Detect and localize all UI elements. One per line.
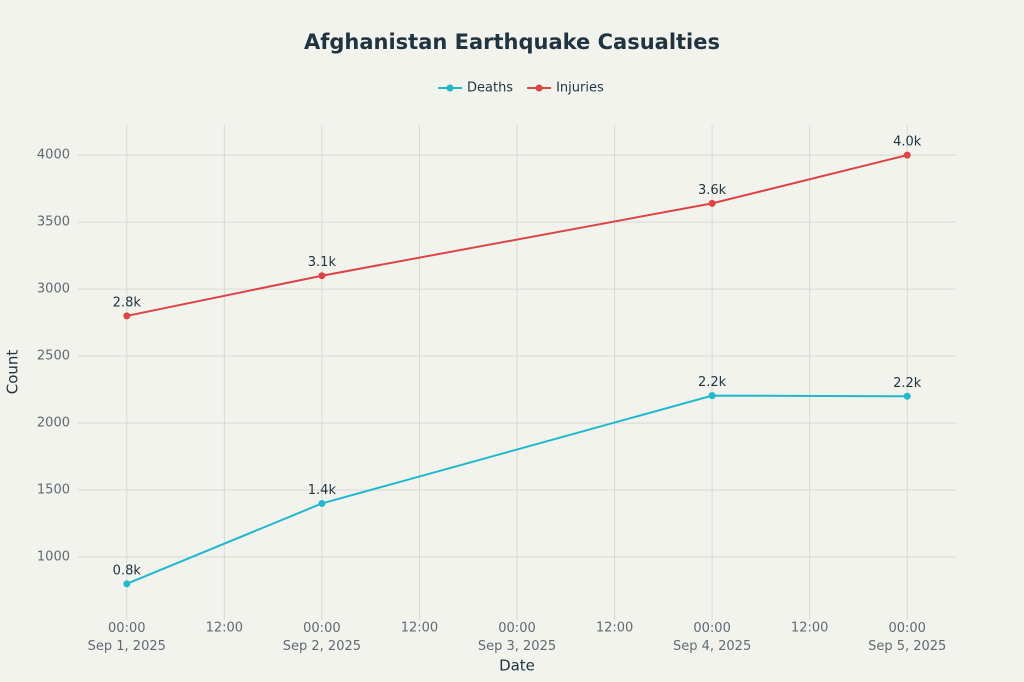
data-point (318, 272, 326, 280)
series-line (126, 394, 908, 585)
value-label: 0.8k (113, 563, 142, 578)
y-tick-label: 3000 (37, 282, 70, 297)
x-tick-label: 12:00 (596, 621, 633, 636)
data-point (123, 312, 131, 320)
x-tick-label: 00:00 Sep 3, 2025 (478, 621, 556, 654)
y-tick-label: 2500 (37, 349, 70, 364)
x-tick-label: 12:00 (791, 621, 828, 636)
x-tick-label: 12:00 (206, 621, 243, 636)
value-label: 1.4k (308, 483, 337, 498)
value-label: 3.6k (698, 183, 727, 198)
value-label: 2.2k (893, 376, 922, 391)
data-point (123, 580, 131, 588)
legend-marker (446, 84, 454, 92)
x-tick-label: 00:00 Sep 4, 2025 (673, 621, 751, 654)
x-tick-label: 00:00 Sep 2, 2025 (283, 621, 361, 654)
legend-marker (535, 84, 543, 92)
series-line (126, 154, 908, 317)
x-tick-label: 00:00 Sep 1, 2025 (88, 621, 166, 654)
y-tick-label: 4000 (37, 148, 70, 163)
y-tick-label: 1500 (37, 483, 70, 498)
data-point (903, 151, 911, 159)
data-point (318, 499, 326, 507)
value-label: 4.0k (893, 135, 922, 150)
x-tick-label: 12:00 (401, 621, 438, 636)
legend-label: Deaths (467, 81, 513, 96)
y-tick-label: 1000 (37, 550, 70, 565)
data-point (903, 392, 911, 400)
y-tick-label: 2000 (37, 416, 70, 431)
y-axis-title: Count (4, 350, 22, 395)
value-label: 3.1k (308, 255, 337, 270)
value-label: 2.2k (698, 375, 727, 390)
x-axis-title: Date (499, 657, 535, 675)
y-tick-label: 3500 (37, 215, 70, 230)
x-tick-label: 00:00 Sep 5, 2025 (868, 621, 946, 654)
data-point (708, 392, 716, 400)
legend-label: Injuries (556, 81, 604, 96)
value-label: 2.8k (113, 295, 142, 310)
data-point (708, 199, 716, 207)
chart-title: Afghanistan Earthquake Casualties (304, 30, 720, 54)
